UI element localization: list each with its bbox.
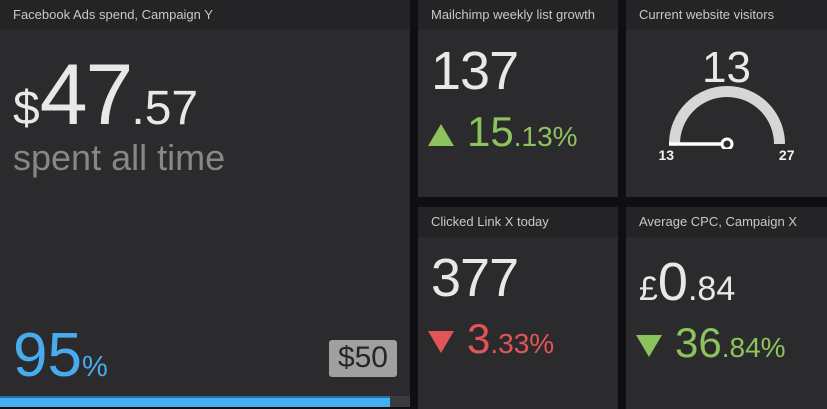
tile-website-visitors[interactable]: Current website visitors 13 13 27	[626, 0, 827, 197]
clicked-value: 377	[431, 248, 519, 308]
gauge-chart	[668, 86, 785, 149]
arrow-down-icon	[636, 335, 662, 357]
arrow-up-icon	[428, 124, 454, 146]
change-fraction: .13%	[513, 121, 578, 152]
mailchimp-value: 137	[431, 41, 519, 101]
amount-integer: 47	[39, 47, 134, 143]
change-integer: 3	[467, 315, 491, 362]
percent-sign: %	[81, 351, 108, 383]
gauge-min-label: 13	[658, 147, 675, 163]
goal-badge: $50	[328, 340, 397, 377]
currency-symbol: $	[13, 82, 40, 135]
mailchimp-change: 15.13%	[418, 111, 618, 153]
tile-title-clicked: Clicked Link X today	[418, 207, 618, 237]
gauge-arc	[668, 86, 785, 145]
currency-symbol: £	[639, 270, 658, 308]
tile-title-facebook: Facebook Ads spend, Campaign Y	[0, 0, 410, 30]
gauge-hub	[720, 137, 733, 149]
change-fraction: .33%	[490, 328, 555, 359]
gauge-max-label: 27	[778, 147, 795, 163]
change-fraction: .84%	[721, 332, 786, 363]
facebook-progress-percent: 95%	[13, 325, 108, 387]
facebook-progress-fill	[0, 396, 390, 407]
change-integer: 36	[675, 319, 722, 366]
clicked-change: 3.33%	[418, 318, 618, 360]
arrow-down-icon	[428, 331, 454, 353]
progress-bar-track	[0, 396, 410, 407]
amount-decimal: .84	[687, 270, 736, 308]
tile-title-visitors: Current website visitors	[626, 0, 827, 30]
visitors-gauge: 13 27	[652, 69, 802, 163]
tile-average-cpc[interactable]: Average CPC, Campaign X £0.84 36.84%	[626, 207, 827, 409]
facebook-spend-amount: $47.57	[0, 52, 410, 138]
tile-title-cpc: Average CPC, Campaign X	[626, 207, 827, 237]
gauge-scale-labels: 13 27	[652, 147, 802, 163]
tile-clicked-link[interactable]: Clicked Link X today 377 3.33%	[418, 207, 618, 409]
amount-integer: 0	[657, 252, 688, 312]
cpc-change: 36.84%	[626, 322, 827, 364]
tile-mailchimp-growth[interactable]: Mailchimp weekly list growth 137 15.13%	[418, 0, 618, 197]
progress-percent-value: 95	[13, 321, 82, 390]
visitors-value: 13	[702, 43, 751, 92]
cpc-amount: £0.84	[626, 255, 827, 309]
facebook-spend-caption: spent all time	[13, 137, 226, 178]
tile-title-mailchimp: Mailchimp weekly list growth	[418, 0, 618, 30]
change-integer: 15	[467, 108, 514, 155]
amount-decimal: .57	[131, 82, 199, 135]
tile-facebook-ads-spend[interactable]: Facebook Ads spend, Campaign Y $47.57 sp…	[0, 0, 410, 407]
